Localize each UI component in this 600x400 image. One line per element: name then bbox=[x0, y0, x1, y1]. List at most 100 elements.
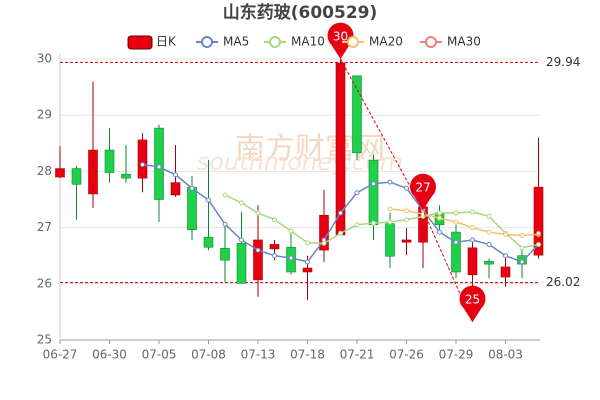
y-tick-label: 26 bbox=[37, 276, 52, 290]
ma-point bbox=[239, 200, 244, 206]
annotation-label: 27 bbox=[415, 181, 430, 195]
ma-point bbox=[255, 210, 261, 216]
y-tick-label: 30 bbox=[37, 52, 52, 66]
chart-title: 山东药玻(600529) bbox=[223, 2, 378, 23]
ma-point bbox=[470, 209, 475, 215]
ma-point bbox=[536, 230, 541, 236]
candle-body bbox=[368, 159, 379, 226]
y-tick-label: 27 bbox=[37, 220, 52, 234]
reference-label: 29.94 bbox=[546, 55, 580, 69]
ma-point bbox=[305, 240, 310, 246]
ma-point bbox=[206, 197, 211, 203]
ma-point bbox=[503, 253, 508, 259]
x-tick-label: 07-18 bbox=[290, 348, 325, 362]
candle-body bbox=[484, 261, 494, 265]
y-tick-label: 28 bbox=[37, 164, 52, 178]
ma-point bbox=[272, 217, 277, 223]
x-tick-label: 07-08 bbox=[191, 348, 226, 362]
candle-body bbox=[71, 168, 82, 185]
ma-point bbox=[519, 232, 525, 238]
ma-point bbox=[437, 229, 442, 235]
ma-point bbox=[519, 259, 525, 265]
legend-swatch bbox=[201, 36, 213, 48]
ma-point bbox=[404, 185, 409, 191]
candle-body bbox=[203, 236, 214, 248]
candle-body bbox=[269, 244, 280, 250]
candle-body bbox=[170, 182, 181, 196]
x-tick-label: 06-27 bbox=[43, 348, 78, 362]
legend-label: MA20 bbox=[369, 35, 403, 49]
ma-point bbox=[486, 241, 492, 247]
candle-body bbox=[236, 243, 247, 284]
ma-point bbox=[387, 179, 393, 185]
ma-point bbox=[387, 206, 393, 212]
ma-point bbox=[519, 245, 525, 251]
candle-body bbox=[187, 186, 197, 231]
ma-point bbox=[453, 210, 459, 216]
ma-point bbox=[453, 239, 459, 245]
ma-point bbox=[536, 241, 541, 247]
candle-body bbox=[451, 231, 461, 273]
legend-label: MA10 bbox=[291, 35, 325, 49]
candle-body bbox=[220, 248, 230, 261]
ma-line bbox=[389, 208, 539, 237]
ma-point bbox=[404, 208, 409, 214]
candle-body bbox=[401, 239, 412, 243]
ma-point bbox=[288, 228, 294, 234]
legend-swatch bbox=[347, 36, 359, 48]
x-tick-label: 07-26 bbox=[389, 348, 424, 362]
annotation-pin bbox=[459, 285, 486, 323]
ma-point bbox=[437, 210, 442, 216]
x-tick-label: 07-21 bbox=[340, 348, 375, 362]
candle-body bbox=[121, 173, 131, 179]
candle-body bbox=[302, 267, 313, 273]
candle-body bbox=[385, 223, 395, 257]
candle-body bbox=[352, 75, 362, 154]
x-tick-label: 07-05 bbox=[142, 348, 177, 362]
x-tick-label: 07-13 bbox=[241, 348, 276, 362]
ma-point bbox=[503, 231, 508, 237]
ma-point bbox=[486, 213, 492, 219]
ma-point bbox=[371, 181, 376, 187]
ma-point bbox=[470, 237, 475, 243]
ma-point bbox=[156, 164, 162, 170]
ma-point bbox=[486, 229, 492, 235]
ma-point bbox=[354, 222, 360, 228]
annotation-pin bbox=[327, 22, 354, 59]
annotation-label: 30 bbox=[333, 30, 348, 44]
ma-point bbox=[255, 247, 261, 253]
x-tick-label: 07-29 bbox=[439, 348, 474, 362]
ma-point bbox=[387, 219, 393, 225]
ma-point bbox=[222, 192, 228, 198]
ma-point bbox=[173, 172, 178, 178]
candle-body bbox=[533, 186, 544, 256]
ma-point bbox=[222, 221, 228, 227]
ma-point bbox=[338, 230, 343, 236]
ma-point bbox=[453, 219, 459, 225]
legend-label: MA5 bbox=[223, 35, 249, 49]
y-tick-label: 25 bbox=[37, 333, 52, 347]
legend-label: MA30 bbox=[447, 35, 481, 49]
candle-body bbox=[500, 266, 511, 278]
ma-point bbox=[189, 185, 195, 191]
ma-point bbox=[239, 237, 244, 243]
candle-body bbox=[467, 247, 478, 276]
candle-body bbox=[55, 168, 65, 178]
legend-swatch bbox=[269, 36, 281, 48]
ma-point bbox=[305, 259, 310, 265]
candle-body bbox=[88, 149, 98, 195]
candle-body bbox=[253, 239, 263, 281]
annotation-pin bbox=[410, 173, 436, 211]
ma-point bbox=[140, 162, 145, 168]
ma-point bbox=[404, 217, 409, 223]
ma-point bbox=[272, 253, 277, 259]
x-tick-label: 08-03 bbox=[488, 348, 523, 362]
x-tick-label: 06-30 bbox=[92, 348, 127, 362]
y-tick-label: 29 bbox=[37, 108, 52, 122]
annotation-label: 25 bbox=[465, 293, 480, 307]
candle-body bbox=[104, 149, 115, 173]
legend-label: 日K bbox=[156, 35, 177, 49]
reference-label: 26.02 bbox=[546, 275, 580, 289]
